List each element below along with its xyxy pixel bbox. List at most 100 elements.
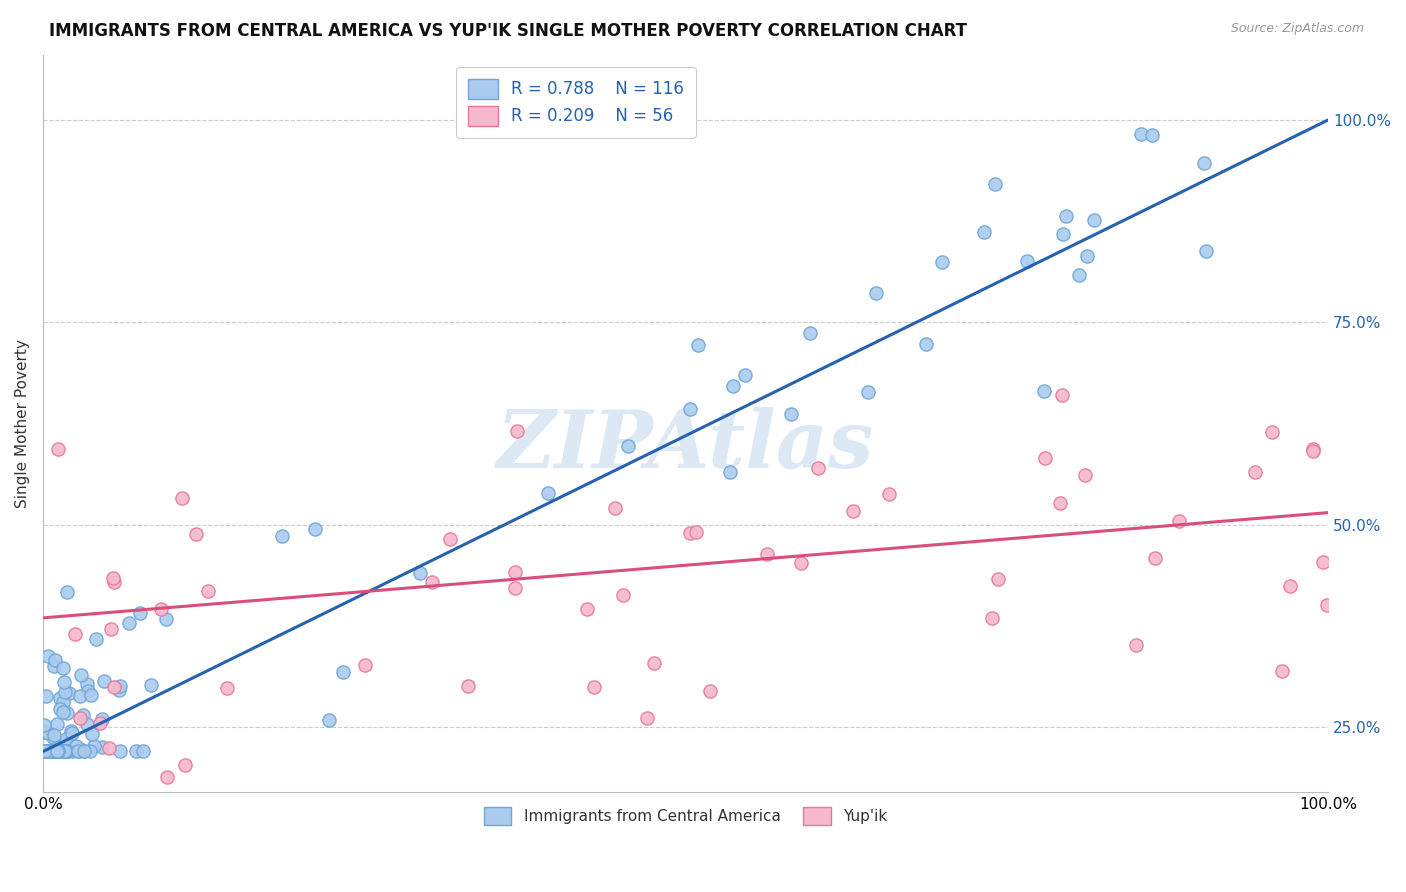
Point	[537, 486, 560, 500]
Point	[439, 532, 461, 546]
Point	[506, 424, 529, 438]
Point	[877, 487, 900, 501]
Point	[73, 744, 96, 758]
Point	[80, 688, 103, 702]
Point	[1129, 127, 1152, 141]
Point	[34, 725, 56, 739]
Point	[51, 738, 73, 752]
Point	[69, 742, 91, 756]
Point	[1083, 213, 1105, 227]
Point	[1033, 451, 1056, 466]
Point	[605, 501, 627, 516]
Point	[35, 689, 58, 703]
Point	[51, 661, 73, 675]
Point	[46, 744, 69, 758]
Point	[56, 744, 79, 758]
Point	[1015, 254, 1038, 268]
Point	[46, 442, 69, 457]
Legend: Immigrants from Central America, Yup'ik: Immigrants from Central America, Yup'ik	[474, 796, 898, 836]
Point	[35, 744, 58, 758]
Point	[65, 739, 87, 753]
Point	[39, 744, 62, 758]
Point	[685, 525, 707, 540]
Point	[103, 574, 125, 589]
Point	[699, 683, 721, 698]
Point	[807, 461, 830, 475]
Point	[37, 649, 59, 664]
Point	[101, 571, 124, 585]
Point	[44, 744, 66, 758]
Point	[156, 770, 179, 784]
Point	[780, 407, 803, 421]
Point	[42, 659, 65, 673]
Point	[59, 723, 82, 738]
Point	[679, 526, 702, 541]
Point	[973, 225, 995, 239]
Point	[1076, 249, 1098, 263]
Point	[125, 744, 148, 758]
Point	[981, 611, 1004, 625]
Y-axis label: Single Mother Poverty: Single Mother Poverty	[15, 339, 30, 508]
Point	[45, 744, 67, 758]
Point	[53, 684, 76, 698]
Point	[1244, 466, 1267, 480]
Point	[1073, 468, 1095, 483]
Point	[1049, 496, 1071, 510]
Point	[718, 465, 741, 479]
Point	[49, 702, 72, 716]
Point	[62, 744, 84, 758]
Point	[55, 744, 77, 758]
Point	[46, 717, 69, 731]
Point	[987, 572, 1010, 586]
Point	[66, 744, 89, 758]
Point	[93, 674, 115, 689]
Point	[44, 744, 66, 758]
Point	[52, 695, 75, 709]
Point	[34, 744, 56, 758]
Point	[118, 616, 141, 631]
Point	[420, 574, 443, 589]
Point	[1261, 425, 1284, 439]
Point	[45, 744, 67, 758]
Point	[186, 527, 208, 541]
Point	[1167, 514, 1189, 528]
Point	[72, 708, 94, 723]
Point	[734, 368, 756, 383]
Point	[52, 744, 75, 758]
Point	[76, 717, 98, 731]
Point	[755, 547, 778, 561]
Point	[1271, 664, 1294, 678]
Point	[155, 612, 177, 626]
Point	[128, 606, 150, 620]
Point	[1278, 579, 1301, 593]
Point	[503, 566, 526, 580]
Point	[44, 653, 66, 667]
Point	[1125, 638, 1147, 652]
Point	[582, 680, 605, 694]
Text: ZIPAtlas: ZIPAtlas	[496, 407, 875, 484]
Point	[49, 744, 72, 758]
Point	[55, 731, 77, 746]
Point	[51, 744, 73, 758]
Point	[67, 744, 90, 758]
Point	[56, 706, 79, 721]
Point	[457, 679, 479, 693]
Point	[38, 744, 60, 758]
Point	[49, 744, 72, 758]
Point	[332, 665, 354, 679]
Point	[353, 657, 375, 672]
Point	[931, 255, 953, 269]
Point	[79, 744, 101, 758]
Point	[56, 744, 79, 758]
Point	[51, 744, 73, 758]
Point	[576, 602, 599, 616]
Point	[643, 656, 665, 670]
Point	[49, 744, 72, 758]
Point	[612, 588, 634, 602]
Point	[46, 744, 69, 758]
Point	[1067, 268, 1090, 282]
Point	[197, 584, 219, 599]
Point	[790, 556, 813, 570]
Point	[1142, 128, 1164, 142]
Point	[84, 632, 107, 646]
